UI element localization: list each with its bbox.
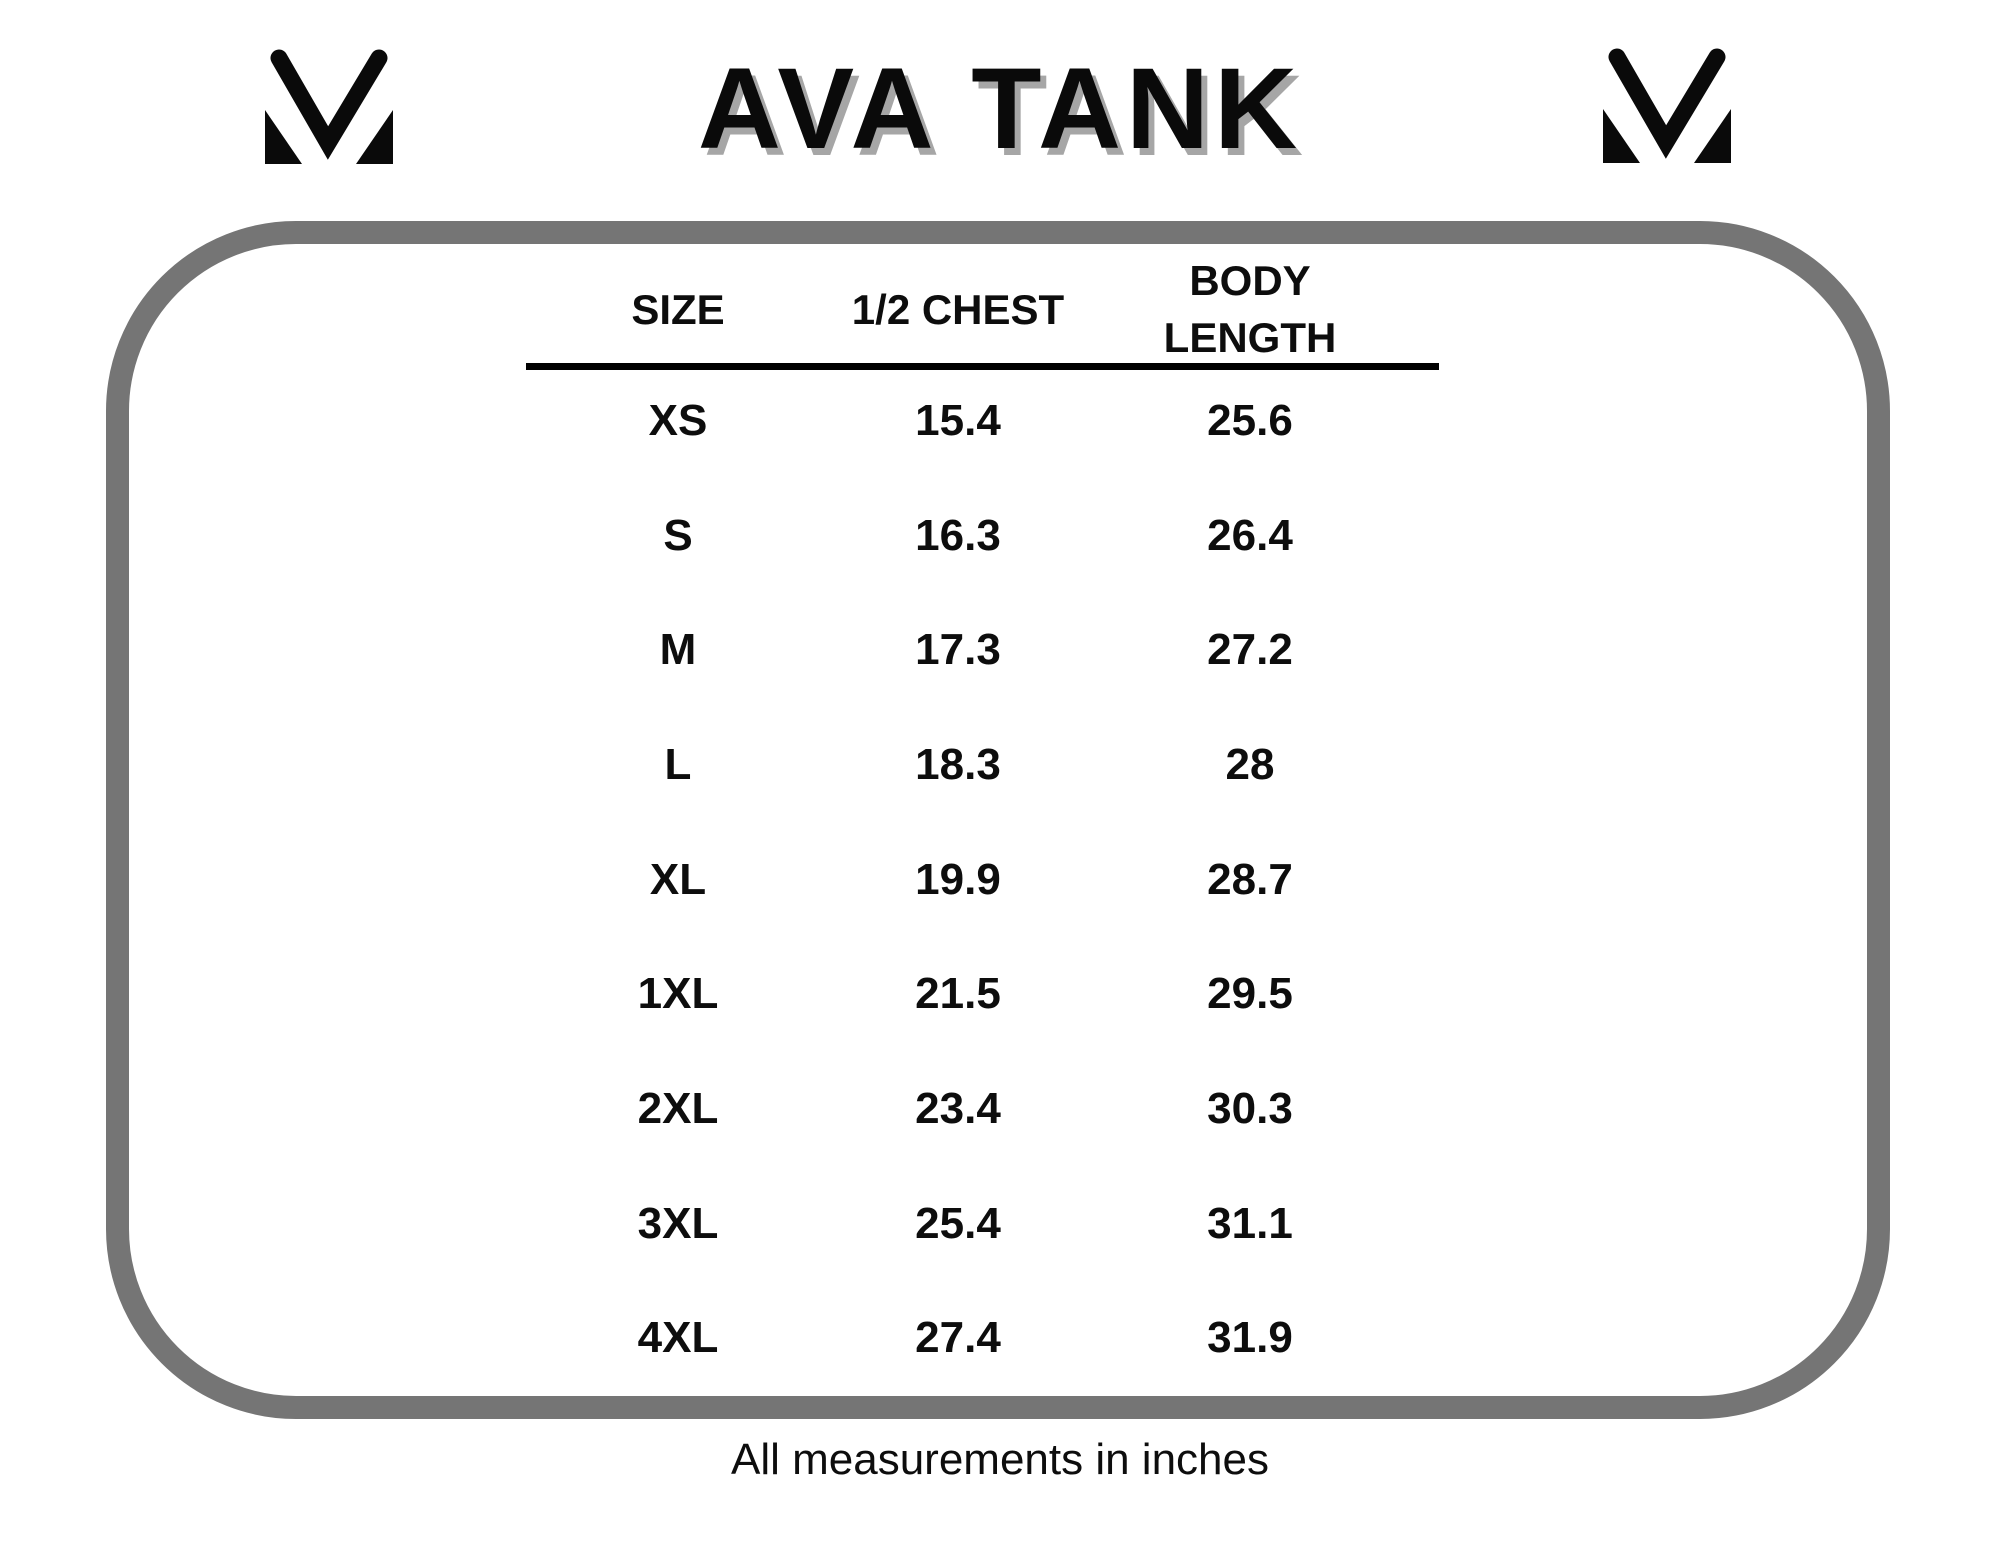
half-chest-value: 16.3	[915, 511, 1001, 560]
body-length-value: 26.4	[1207, 511, 1293, 560]
size-label: XL	[649, 855, 707, 904]
table-row: 3XL 25.4 31.1	[0, 1199, 2000, 1249]
brand-logo-left	[264, 46, 394, 166]
size-label: XS	[648, 396, 708, 445]
mv-monogram-icon	[265, 49, 393, 164]
table-row: 2XL 23.4 30.3	[0, 1084, 2000, 1134]
column-header-size: SIZE	[631, 286, 725, 333]
rounded-border-frame	[106, 221, 1890, 1419]
body-length-value: 29.5	[1207, 969, 1293, 1018]
size-label: 2XL	[637, 1084, 719, 1133]
body-length-value: 28.7	[1207, 855, 1293, 904]
column-header-body-length: BODY LENGTH	[1140, 252, 1360, 366]
size-label: 1XL	[637, 969, 719, 1018]
measurements-footnote: All measurements in inches	[730, 1435, 1269, 1484]
half-chest-value: 19.9	[915, 855, 1001, 904]
size-label: S	[663, 511, 693, 560]
table-row: S 16.3 26.4	[0, 511, 2000, 561]
body-length-value: 30.3	[1207, 1084, 1293, 1133]
half-chest-value: 21.5	[915, 969, 1001, 1018]
mv-monogram-icon	[1603, 48, 1731, 163]
body-length-value: 31.1	[1207, 1199, 1293, 1248]
table-row: XS 15.4 25.6	[0, 396, 2000, 446]
table-row: M 17.3 27.2	[0, 625, 2000, 675]
size-label: L	[664, 740, 692, 789]
header-divider-line	[526, 363, 1439, 370]
half-chest-value: 18.3	[915, 740, 1001, 789]
table-row: 4XL 27.4 31.9	[0, 1313, 2000, 1363]
half-chest-value: 17.3	[915, 625, 1001, 674]
column-header-body-length-line1: BODY	[1189, 257, 1311, 304]
half-chest-value: 23.4	[915, 1084, 1001, 1133]
table-row: 1XL 21.5 29.5	[0, 969, 2000, 1019]
size-label: 3XL	[637, 1199, 719, 1248]
column-header-half-chest: 1/2 CHEST	[851, 286, 1065, 333]
body-length-value: 31.9	[1207, 1313, 1293, 1362]
size-label: 4XL	[637, 1313, 719, 1362]
size-label: M	[659, 625, 697, 674]
half-chest-value: 15.4	[915, 396, 1001, 445]
brand-logo-right	[1602, 45, 1732, 165]
body-length-value: 25.6	[1207, 396, 1293, 445]
column-header-body-length-line2: LENGTH	[1163, 314, 1337, 361]
table-row: L 18.3 28	[0, 740, 2000, 790]
body-length-value: 28	[1225, 740, 1275, 789]
half-chest-value: 27.4	[915, 1313, 1001, 1362]
half-chest-value: 25.4	[915, 1199, 1001, 1248]
page-title: AVA TANK	[697, 45, 1303, 173]
body-length-value: 27.2	[1207, 625, 1293, 674]
table-row: XL 19.9 28.7	[0, 855, 2000, 905]
